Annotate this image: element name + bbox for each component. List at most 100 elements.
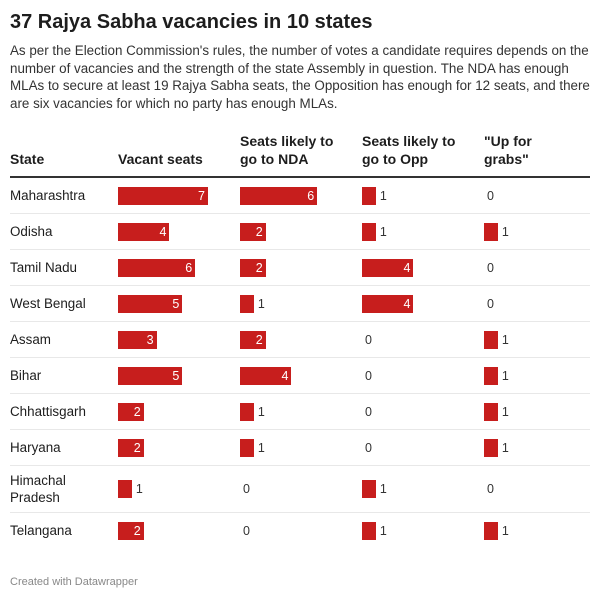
table-row: Assam 3 2 0 1 (10, 321, 590, 358)
bar-nda (240, 438, 254, 457)
state-name: Telangana (10, 523, 72, 538)
table-row: Haryana 2 1 0 1 (10, 429, 590, 466)
cell-nda: 4 (240, 366, 362, 385)
cell-opp: 0 (362, 367, 484, 385)
cell-opp: 0 (362, 331, 484, 349)
value-label: 1 (379, 482, 387, 496)
value-label: 3 (146, 332, 154, 347)
cell-up-for-grabs: 0 (484, 295, 590, 313)
state-name: Himachal Pradesh (10, 473, 66, 505)
state-name: Bihar (10, 368, 42, 383)
value-label: 0 (365, 332, 372, 347)
cell-vacant: 4 (118, 222, 240, 241)
bar-up-for-grabs (484, 366, 498, 385)
cell-opp: 1 (362, 186, 484, 205)
state-name: Assam (10, 332, 51, 347)
cell-nda: 1 (240, 294, 362, 313)
value-label: 2 (133, 404, 141, 419)
value-label: 7 (198, 188, 205, 203)
value-label: 0 (487, 260, 494, 275)
value-label: 4 (281, 368, 289, 383)
cell-opp: 1 (362, 480, 484, 498)
bar-up-for-grabs (484, 330, 498, 349)
cell-up-for-grabs: 1 (484, 521, 590, 540)
bar-vacant: 3 (118, 330, 157, 349)
cell-nda: 0 (240, 522, 362, 540)
bar-nda: 2 (240, 330, 266, 349)
chart-title: 37 Rajya Sabha vacancies in 10 states (10, 11, 373, 33)
value-label: 1 (257, 296, 265, 311)
cell-opp: 0 (362, 439, 484, 457)
column-header-vacant[interactable]: Vacant seats (118, 132, 240, 178)
cell-opp: 1 (362, 222, 484, 241)
state-name: West Bengal (10, 296, 86, 311)
value-label: 2 (255, 260, 263, 275)
value-label: 1 (257, 440, 265, 455)
state-name: Maharashtra (10, 188, 86, 203)
state-name: Haryana (10, 440, 61, 455)
cell-up-for-grabs: 1 (484, 222, 590, 241)
header-row: State Vacant seats Seats likely to go to… (10, 132, 590, 178)
cell-vacant: 7 (118, 186, 240, 205)
chart-description: As per the Election Commission's rules, … (10, 43, 590, 111)
bar-vacant: 2 (118, 521, 144, 540)
cell-vacant: 6 (118, 258, 240, 277)
cell-up-for-grabs: 1 (484, 438, 590, 457)
column-header-state[interactable]: State (10, 132, 118, 178)
cell-opp: 4 (362, 294, 484, 313)
column-header-opp[interactable]: Seats likely to go to Opp (362, 132, 484, 178)
state-name: Tamil Nadu (10, 260, 77, 275)
bar-opp: 4 (362, 258, 414, 277)
state-name: Odisha (10, 224, 53, 239)
value-label: 0 (487, 296, 494, 311)
cell-up-for-grabs: 0 (484, 187, 590, 205)
bar-opp (362, 222, 376, 241)
footer-credit: Created with Datawrapper (10, 576, 138, 588)
cell-opp: 0 (362, 403, 484, 421)
value-label: 2 (255, 332, 263, 347)
cell-up-for-grabs: 1 (484, 366, 590, 385)
value-label: 1 (379, 188, 387, 203)
cell-vacant: 5 (118, 294, 240, 313)
bar-nda: 6 (240, 186, 318, 205)
bar-vacant: 2 (118, 402, 144, 421)
cell-opp: 1 (362, 521, 484, 540)
bar-vacant: 4 (118, 222, 170, 241)
table-row: Maharashtra 7 6 1 0 (10, 177, 590, 214)
value-label: 0 (365, 440, 372, 455)
column-header-up-for-grabs[interactable]: "Up for grabs" (484, 132, 590, 178)
bar-opp (362, 521, 376, 540)
value-label: 4 (159, 224, 167, 239)
data-table: State Vacant seats Seats likely to go to… (10, 132, 590, 548)
value-label: 4 (403, 260, 411, 275)
value-label: 4 (403, 296, 411, 311)
cell-vacant: 2 (118, 438, 240, 457)
bar-vacant: 6 (118, 258, 196, 277)
bar-nda: 4 (240, 366, 292, 385)
cell-vacant: 2 (118, 521, 240, 540)
bar-nda: 2 (240, 222, 266, 241)
value-label: 0 (487, 482, 494, 496)
bar-opp (362, 186, 376, 205)
bar-opp: 4 (362, 294, 414, 313)
value-label: 0 (487, 188, 494, 203)
cell-nda: 2 (240, 330, 362, 349)
value-label: 0 (243, 482, 250, 496)
cell-vacant: 1 (118, 480, 240, 498)
cell-up-for-grabs: 1 (484, 330, 590, 349)
value-label: 1 (501, 224, 509, 239)
cell-up-for-grabs: 1 (484, 402, 590, 421)
bar-up-for-grabs (484, 222, 498, 241)
bar-nda (240, 294, 254, 313)
cell-nda: 2 (240, 258, 362, 277)
table-row: Tamil Nadu 6 2 4 0 (10, 249, 590, 286)
column-header-nda[interactable]: Seats likely to go to NDA (240, 132, 362, 178)
bar-vacant: 2 (118, 438, 144, 457)
value-label: 0 (365, 368, 372, 383)
value-label: 1 (501, 440, 509, 455)
value-label: 1 (257, 404, 265, 419)
value-label: 1 (135, 482, 143, 496)
value-label: 0 (243, 523, 250, 538)
value-label: 2 (133, 523, 141, 538)
bar-vacant: 7 (118, 186, 208, 205)
